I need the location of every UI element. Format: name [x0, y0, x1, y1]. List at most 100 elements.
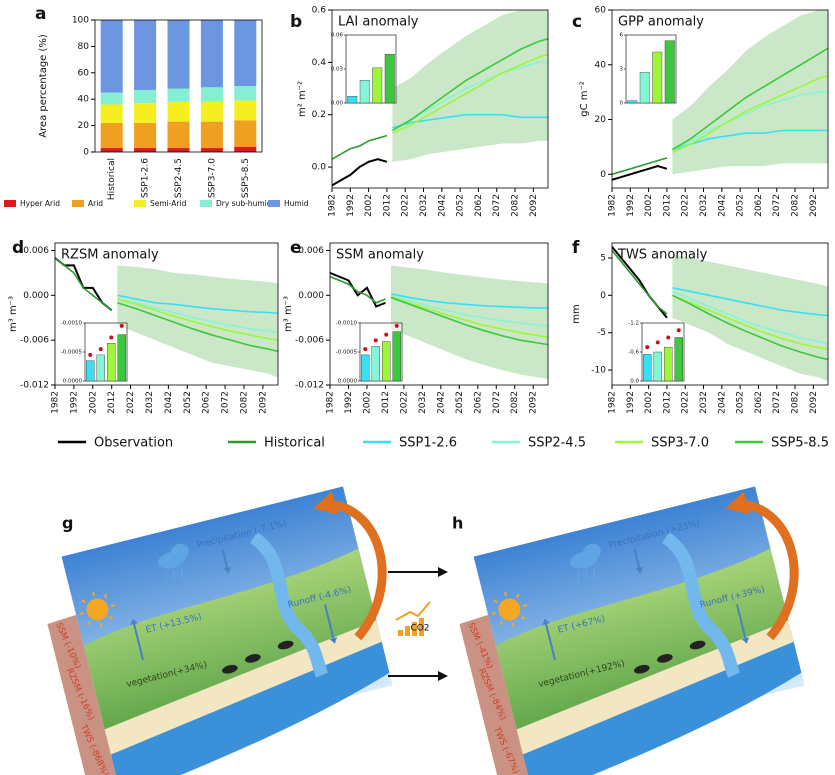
inset-y-tick-label: -0.0005: [336, 350, 358, 356]
y-axis-label: Area percentage (%): [38, 34, 49, 138]
cloud: [171, 543, 189, 560]
x-tick-label: 2082: [791, 194, 801, 217]
legend-label: Historical: [264, 436, 325, 451]
x-tick-label: 1982: [608, 391, 618, 414]
inset-y-tick-label: 0.0: [630, 379, 639, 385]
x-tick-label: 2022: [126, 391, 136, 414]
sun-ray: [520, 615, 526, 620]
scene: Precipitation (+23%)ET (+67%)Runoff (+39…: [459, 486, 805, 775]
inset-dot: [384, 332, 389, 337]
bar-segment: [167, 121, 190, 149]
x-tick-label: 2022: [399, 391, 409, 414]
series-line: [672, 74, 828, 154]
inset-bar: [361, 354, 370, 382]
sun-ray: [491, 611, 497, 615]
uncertainty-band: [672, 10, 828, 175]
y-tick-label: -0.012: [20, 381, 49, 391]
side-wall: [47, 614, 119, 775]
bar-segment: [200, 101, 223, 122]
x-tick-label: 2082: [511, 194, 521, 217]
series-line: [392, 38, 548, 132]
rain: [585, 569, 587, 583]
panel-title: RZSM anomaly: [61, 248, 159, 263]
co2-bar: [398, 630, 403, 636]
x-tick-label: 2052: [456, 194, 466, 217]
y-tick-label: -0.006: [20, 336, 49, 346]
panel-title: LAI anomaly: [338, 15, 419, 30]
x-tick-label: 2072: [492, 194, 502, 217]
y-tick-label: 0.000: [298, 291, 324, 301]
x-tick-label: 2012: [662, 194, 672, 217]
plot-frame: [611, 242, 829, 386]
river: [249, 532, 329, 678]
series-line: [390, 296, 548, 346]
co2-trend: [395, 601, 431, 621]
legend-label: Hyper Arid: [20, 199, 60, 208]
x-tick-label: 2082: [239, 391, 249, 414]
x-tick-label: 2052: [183, 391, 193, 414]
arrow-head: [635, 566, 644, 573]
x-tick-label: 2052: [736, 194, 746, 217]
bar-segment: [234, 20, 257, 86]
bar-segment: [200, 148, 223, 152]
cycle-arrow: [328, 499, 387, 641]
inset-dot: [363, 347, 368, 352]
plot-frame: [331, 9, 549, 189]
inset-y-tick-label: 0.0000: [338, 379, 358, 385]
series-line: [672, 294, 828, 350]
x-tick-label: 2022: [401, 194, 411, 217]
series-line: [672, 91, 828, 151]
bar-segment: [100, 104, 123, 123]
rain: [593, 567, 595, 581]
series-line: [672, 294, 828, 361]
sun: [498, 598, 521, 621]
x-tick-label: 2092: [529, 194, 539, 217]
y-tick-label: 0.2: [312, 110, 326, 120]
y-axis-label: gC m⁻²: [579, 81, 590, 117]
y-tick-label: -0.006: [295, 336, 324, 346]
uncertainty-band: [117, 265, 278, 378]
bar-segment: [100, 148, 123, 152]
x-tick-label: 1992: [626, 194, 636, 217]
arrow-head: [329, 637, 338, 644]
inset-bar: [674, 337, 683, 382]
x-tick-label: 2072: [772, 391, 782, 414]
x-tick-label: 2062: [754, 391, 764, 414]
y-axis-label: mm: [571, 304, 582, 323]
animal: [657, 654, 673, 663]
flux-arrow: [323, 604, 336, 644]
legend-swatch: [268, 200, 280, 207]
inset-y-tick-label: 3: [620, 67, 624, 73]
y-tick-label: 0.006: [298, 246, 324, 256]
inset-bar: [96, 354, 105, 382]
bar-segment: [234, 146, 257, 152]
scene-label: h: [452, 514, 463, 533]
bar-segment: [200, 121, 223, 149]
bar-segment: [100, 92, 123, 105]
x-tick-label: SSP2-4.5: [174, 158, 184, 198]
inset-bar: [372, 67, 383, 104]
x-tick-label: 1992: [69, 391, 79, 414]
series-line: [117, 302, 278, 353]
sun: [86, 598, 109, 621]
cycle-arrow: [740, 499, 799, 641]
x-tick-label: 2032: [699, 194, 709, 217]
series-line: [392, 61, 548, 132]
bar-segment: [167, 88, 190, 102]
scene: Precipitation (-7.1%)ET (+13.5%)Runoff (…: [47, 486, 393, 775]
inset-bar: [639, 72, 650, 104]
x-tick-label: 2072: [492, 391, 502, 414]
inset-bar: [643, 354, 652, 382]
bar-segment: [134, 148, 157, 152]
scene-label: g: [62, 514, 73, 533]
series-line: [117, 298, 278, 341]
co2-bar: [405, 626, 410, 636]
x-tick-label: 2032: [145, 391, 155, 414]
x-tick-label: 2062: [754, 194, 764, 217]
y-tick-label: 5: [600, 253, 606, 263]
inset-y-tick-label: -1.2: [628, 321, 639, 327]
x-tick-label: 2092: [258, 391, 268, 414]
series-line: [672, 287, 828, 317]
inset-bar: [652, 51, 663, 104]
